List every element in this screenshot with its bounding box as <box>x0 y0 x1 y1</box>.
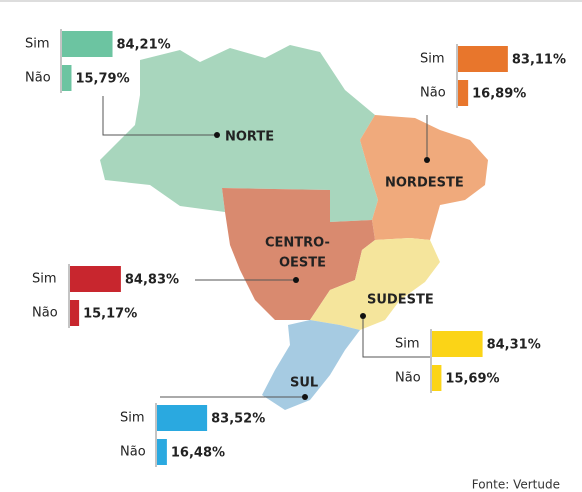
region-norte <box>100 45 378 222</box>
bar <box>432 365 442 391</box>
region-sudeste <box>310 238 440 330</box>
bar <box>70 266 121 292</box>
region-nordeste <box>360 115 488 240</box>
bar <box>70 300 80 326</box>
bar <box>62 31 113 57</box>
category-label: Sim <box>120 411 145 426</box>
value-label: 15,17% <box>83 307 137 322</box>
category-label: Não <box>120 445 146 460</box>
category-label: Sim <box>395 337 420 352</box>
region-name: SUDESTE <box>367 293 434 308</box>
category-label: Não <box>395 371 421 386</box>
region-name: NORDESTE <box>385 176 464 191</box>
region-name: CENTRO- <box>265 236 330 251</box>
value-label: 16,89% <box>472 87 526 102</box>
bar <box>432 331 483 357</box>
category-label: Não <box>32 306 58 321</box>
region-name: OESTE <box>279 256 326 271</box>
category-label: Sim <box>420 52 445 67</box>
bar <box>62 65 72 91</box>
region-name: SUL <box>290 376 318 391</box>
bar <box>157 405 208 431</box>
region-sul <box>262 320 360 410</box>
value-label: 83,52% <box>211 412 265 427</box>
brazil-map <box>100 45 488 410</box>
value-label: 15,79% <box>75 72 129 87</box>
value-label: 84,21% <box>117 38 171 53</box>
bar <box>458 46 508 72</box>
leader-line <box>362 316 430 358</box>
region-centro-oeste <box>222 188 375 320</box>
value-label: 84,83% <box>125 273 179 288</box>
category-label: Não <box>25 71 51 86</box>
value-label: 15,69% <box>445 372 499 387</box>
category-label: Sim <box>25 37 50 52</box>
region-dot <box>293 277 299 283</box>
bar <box>157 439 167 465</box>
region-dot <box>360 313 366 319</box>
category-label: Não <box>420 86 446 101</box>
region-dot <box>424 157 430 163</box>
value-label: 16,48% <box>171 446 225 461</box>
value-label: 83,11% <box>512 53 566 68</box>
region-dot <box>214 132 220 138</box>
leader-line <box>102 96 217 136</box>
category-label: Sim <box>32 272 57 287</box>
region-name: NORTE <box>225 130 274 145</box>
bar <box>458 80 469 106</box>
region-dot <box>302 394 308 400</box>
value-label: 84,31% <box>487 338 541 353</box>
source: Fonte: Vertude <box>472 478 560 492</box>
